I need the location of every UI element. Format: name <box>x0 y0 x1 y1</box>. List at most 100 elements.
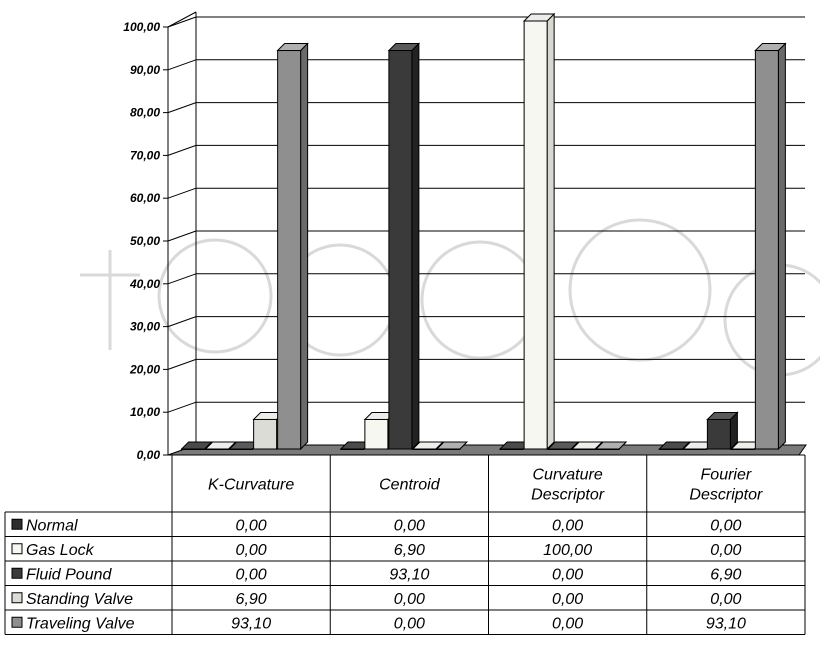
bar-normal-fourier-descriptor <box>658 441 691 450</box>
y-tick-label: 90,00 <box>130 63 160 77</box>
y-tick-label: 30,00 <box>130 320 160 334</box>
y-tick-label: 40,00 <box>129 277 160 291</box>
bar-traveling-valve-fourier-descriptor <box>754 42 787 451</box>
category-label: Centroid <box>379 477 441 494</box>
gridline-side <box>167 230 197 242</box>
legend-label: Standing Valve <box>26 591 133 608</box>
side-wall-edge <box>167 11 197 28</box>
table-cell: 0,00 <box>552 517 583 534</box>
y-tick-label: 60,00 <box>130 191 160 205</box>
bar-front <box>523 20 548 450</box>
table-cell: 93,10 <box>389 566 429 583</box>
bar-traveling-valve-curvature-descriptor <box>594 441 628 450</box>
bar-front <box>181 448 206 450</box>
bar-side <box>300 42 309 451</box>
y-tick-label: 10,00 <box>130 405 160 419</box>
y-tick-label: 0,00 <box>137 448 161 462</box>
bar-front <box>547 448 572 450</box>
table-cell: 100,00 <box>543 542 592 559</box>
gridline-side <box>167 102 197 114</box>
table-cell: 6,90 <box>710 566 741 583</box>
table-cell: 0,00 <box>394 517 425 534</box>
bar-traveling-valve-centroid <box>435 441 469 450</box>
category-label: Fourier Descriptor <box>689 467 763 504</box>
bar-front <box>730 448 755 450</box>
legend-label: Normal <box>26 517 78 534</box>
category-label: Curvature Descriptor <box>531 467 605 504</box>
legend-key-fluid-pound <box>11 567 23 579</box>
legend-label: Fluid Pound <box>26 566 112 583</box>
legend-key-normal <box>11 518 23 530</box>
table-cell: 0,00 <box>710 517 741 534</box>
watermark <box>80 218 820 377</box>
bar-normal-k-curvature <box>180 441 213 450</box>
y-tick-label: 70,00 <box>130 148 160 162</box>
bar-fluid-pound-curvature-descriptor <box>546 441 580 450</box>
bar-front <box>595 448 620 450</box>
bar-front <box>706 418 731 450</box>
bar-gas-lock-k-curvature <box>204 441 237 450</box>
gridline-side <box>167 59 197 71</box>
table-cell: 93,10 <box>706 615 746 632</box>
table-cell: 0,00 <box>394 591 425 608</box>
gridline-side <box>167 144 197 156</box>
bar-side <box>546 12 555 451</box>
y-tick-label: 80,00 <box>130 106 160 120</box>
bar-fluid-pound-centroid <box>387 42 421 451</box>
bar-front <box>388 50 413 450</box>
bar-front <box>253 418 278 450</box>
gridline-side <box>167 316 197 328</box>
legend-label: Traveling Valve <box>26 615 135 632</box>
bar-front <box>682 448 707 450</box>
bar-front <box>658 448 683 450</box>
bar-front <box>571 448 596 450</box>
bar-front <box>277 50 302 450</box>
gridline-side <box>167 401 197 413</box>
bar-front <box>436 448 461 450</box>
bar-front <box>754 50 779 450</box>
table-cell: 93,10 <box>231 615 271 632</box>
bar-front <box>364 418 389 450</box>
legend-key-gas-lock <box>11 543 23 555</box>
table-cell: 0,00 <box>552 615 583 632</box>
bar-standing-valve-centroid <box>411 441 445 450</box>
gridline-side <box>167 187 197 199</box>
y-tick-label: 100,00 <box>123 20 160 34</box>
table-cell: 0,00 <box>236 566 267 583</box>
table-cell: 0,00 <box>552 566 583 583</box>
bar-traveling-valve-k-curvature <box>276 42 309 451</box>
gridline-side <box>167 16 197 28</box>
bar-fluid-pound-fourier-descriptor <box>706 411 739 451</box>
table-cell: 0,00 <box>552 591 583 608</box>
table-cell: 0,00 <box>236 517 267 534</box>
bar-side <box>411 42 420 451</box>
y-tick-label: 20,00 <box>129 362 160 376</box>
legend-key-standing-valve <box>11 592 23 604</box>
watermark-shape <box>420 240 540 360</box>
bar-side <box>777 42 786 451</box>
gridline-side <box>167 273 197 285</box>
legend-label: Gas Lock <box>26 542 95 559</box>
bar-front <box>229 448 254 450</box>
watermark-shape <box>80 250 140 350</box>
table-cell: 6,90 <box>394 542 425 559</box>
table-cell: 6,90 <box>236 591 267 608</box>
table-cell: 0,00 <box>236 542 267 559</box>
plot-area: 0,00 10,00 20,00 30,00 40,00 50,00 60,00 70,00 8… <box>123 11 807 462</box>
watermark-shape <box>568 218 712 362</box>
bar-standing-valve-curvature-descriptor <box>570 441 604 450</box>
table-cell: 0,00 <box>710 591 741 608</box>
category-label: K-Curvature <box>208 477 294 494</box>
watermark-shape <box>157 238 273 354</box>
table-cell: 0,00 <box>394 615 425 632</box>
data-table: K-Curvature Centroid Curvature Descriptor Fo… <box>4 454 806 635</box>
table-cell: 0,00 <box>710 542 741 559</box>
bar-gas-lock-curvature-descriptor <box>522 12 556 451</box>
bar-front <box>412 448 437 450</box>
bar-front <box>340 448 365 450</box>
gridline-side <box>167 358 197 370</box>
y-tick-label: 50,00 <box>130 234 160 248</box>
legend-key-traveling-valve <box>11 616 23 628</box>
bar-front <box>205 448 230 450</box>
